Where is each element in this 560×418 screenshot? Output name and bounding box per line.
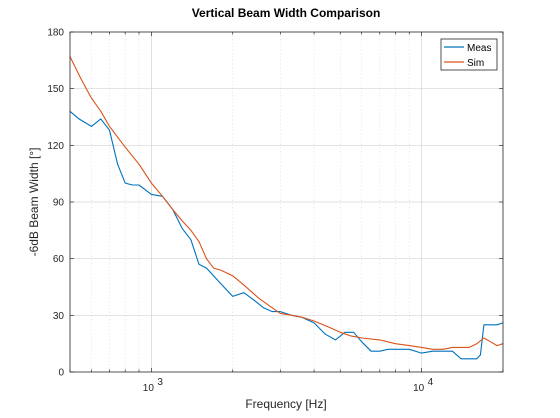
y-tick-label: 120 [47,141,64,152]
x-tick-label-exponent: 4 [428,377,434,388]
series-lines [69,56,504,360]
series-line-sim [69,56,504,350]
y-tick-label: 150 [47,84,64,95]
y-tick-label: 60 [53,254,65,265]
legend-label-sim: Sim [467,58,484,69]
legend-label-meas: Meas [467,43,491,54]
y-tick-label: 90 [53,198,65,209]
y-tick-label: 180 [47,28,64,39]
legend: Meas Sim [440,38,498,71]
x-axis-label: Frequency [Hz] [245,397,326,411]
x-tick-label: 10 [413,383,425,394]
y-tick-label: 30 [53,311,65,322]
y-axis-label: -6dB Beam Width [°] [27,148,41,257]
grid-lines [69,32,504,372]
y-tick-label: 0 [58,368,64,379]
chart-title: Vertical Beam Width Comparison [192,6,381,20]
x-tick-label-exponent: 3 [157,377,163,388]
x-tick-label: 10 [143,383,155,394]
legend-box [440,38,498,71]
